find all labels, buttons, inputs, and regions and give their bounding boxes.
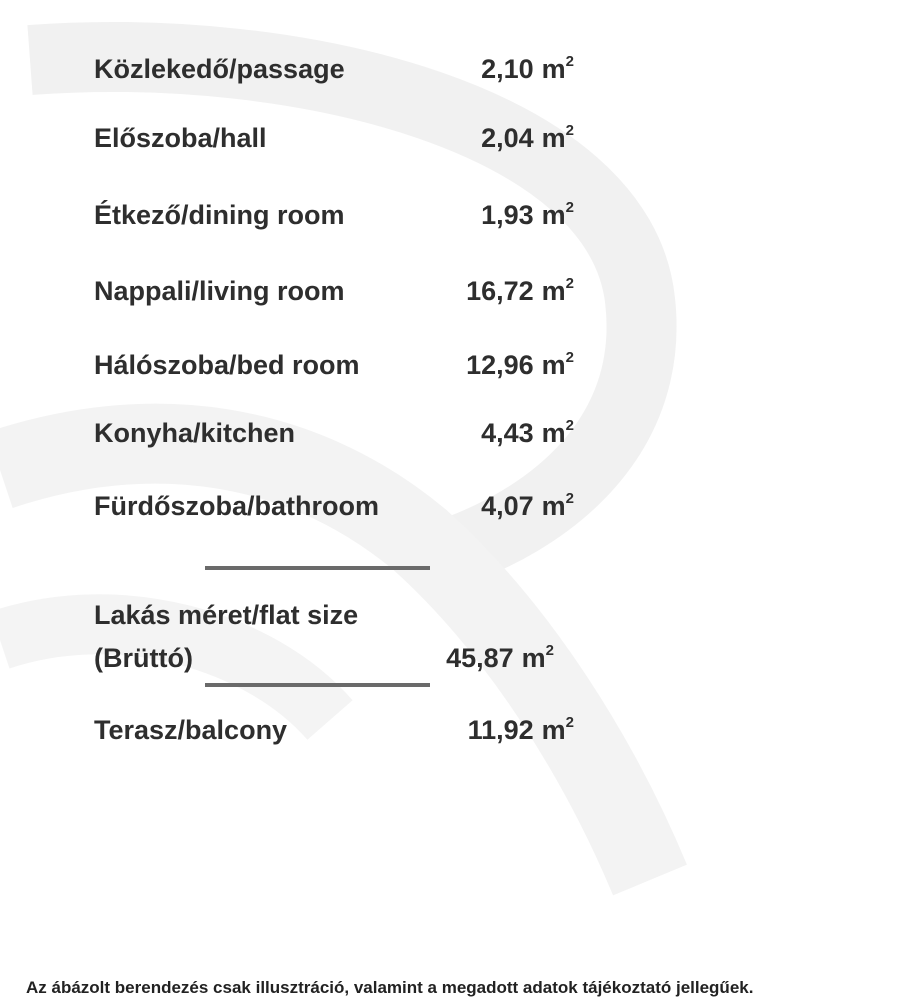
room-label: Fürdőszoba/bathroom [94,491,379,521]
disclaimer: Az ábázolt berendezés csak illusztráció,… [26,978,754,997]
area-unit: m2 [541,53,574,84]
room-label: Előszoba/hall [94,123,267,153]
divider-bottom [205,683,430,687]
flat-size-label-row: Lakás méret/flat size [94,600,574,640]
room-area: 16,72 [466,276,534,306]
area-unit: m2 [541,275,574,306]
area-unit: m2 [541,417,574,448]
room-label: Étkező/dining room [94,200,345,230]
balcony-row: Terasz/balcony 11,92 m2 [94,715,574,755]
area-unit: m2 [541,349,574,380]
room-area: 12,96 [466,350,534,380]
room-row-bathroom: Fürdőszoba/bathroom 4,07 m2 [94,491,574,531]
area-unit: m2 [541,122,574,153]
room-row-hall: Előszoba/hall 2,04 m2 [94,123,574,163]
room-label: Hálószoba/bed room [94,350,360,380]
balcony-label: Terasz/balcony [94,715,288,745]
flat-size-area: 45,87 [446,643,514,673]
balcony-area: 11,92 [467,715,534,745]
area-unit: m2 [541,714,574,745]
room-area: 2,10 [481,54,534,84]
room-area: 4,07 [481,491,534,521]
room-label: Konyha/kitchen [94,418,296,448]
room-area: 2,04 [481,123,534,153]
room-label: Közlekedő/passage [94,54,345,84]
area-unit: m2 [541,490,574,521]
area-unit: m2 [541,199,574,230]
gross-label: (Brüttó) [94,643,193,673]
divider-top [205,566,430,570]
room-label: Nappali/living room [94,276,345,306]
room-row-dining: Étkező/dining room 1,93 m2 [94,200,574,240]
room-area: 4,43 [481,418,534,448]
room-row-passage: Közlekedő/passage 2,10 m2 [94,54,574,94]
room-row-living: Nappali/living room 16,72 m2 [94,276,574,316]
room-row-bedroom: Hálószoba/bed room 12,96 m2 [94,350,574,390]
area-unit: m2 [521,642,554,673]
flat-size-row: (Brüttó) 45,87 m2 [94,643,554,683]
flat-size-label: Lakás méret/flat size [94,600,359,630]
room-row-kitchen: Konyha/kitchen 4,43 m2 [94,418,574,458]
room-area: 1,93 [481,200,534,230]
